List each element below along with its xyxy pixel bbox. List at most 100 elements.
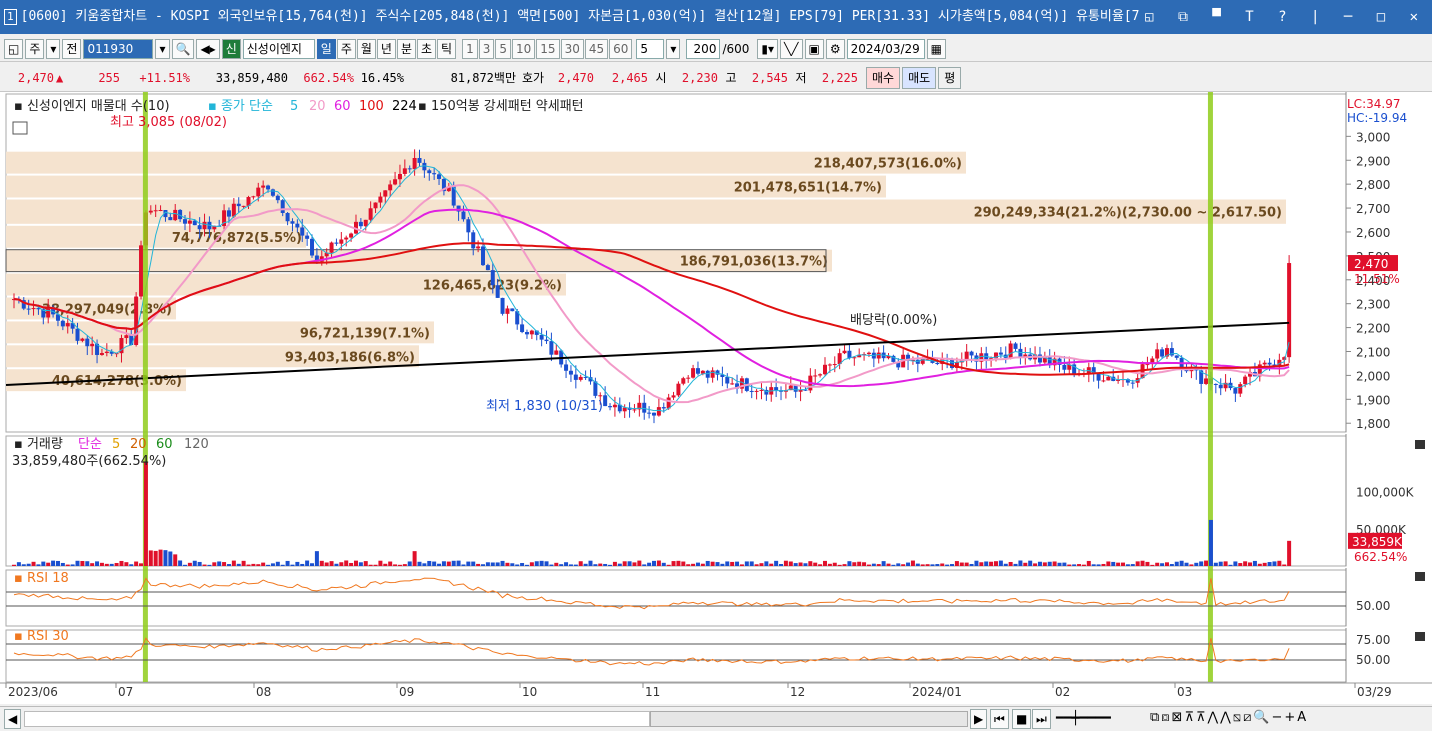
volume-bar [759, 563, 764, 566]
prev-button[interactable]: 전 [62, 38, 82, 59]
volume-bar [1145, 561, 1150, 566]
period-tab-6[interactable]: 틱 [437, 38, 457, 59]
bid-price: 2,465 [611, 70, 648, 85]
interval-dropdown-icon[interactable]: ▾ [666, 38, 681, 59]
interval-button-7[interactable]: 60 [609, 38, 633, 59]
chart-area[interactable]: 218,407,573(16.0%) 201,478,651(14.7%) 290,… [0, 92, 1432, 704]
candle-body [173, 209, 178, 221]
bottom-bar: ◀ ▶ ⏮ ■ ⏭ ━━┿━━━━ ⧉⧈⊠⊼⊼⋀⋀⧅⧄🔍−+A [0, 706, 1432, 731]
layout-icon[interactable]: ◱ [4, 38, 24, 59]
stock-code-input[interactable]: 011930 [83, 38, 154, 59]
volume-bar [1037, 561, 1042, 566]
candle-body [80, 338, 85, 341]
next-icon[interactable]: ⏭ [1032, 709, 1051, 729]
scroll-right-icon[interactable]: ▶ [970, 709, 988, 729]
ma-line-5 [13, 165, 1290, 412]
buy-button[interactable]: 매수 [866, 66, 901, 89]
period-tab-3[interactable]: 년 [376, 38, 396, 59]
period-tab-2[interactable]: 월 [356, 38, 376, 59]
candle-type-icon[interactable]: ▮▾ [757, 38, 779, 59]
volume-bar [998, 560, 1003, 566]
period-tab-1[interactable]: 주 [336, 38, 356, 59]
interval-input[interactable]: 5 [636, 38, 665, 59]
chevron-down-icon[interactable]: ▾ [46, 38, 61, 59]
volume-bar [466, 561, 471, 566]
interval-button-4[interactable]: 15 [536, 38, 560, 59]
rsi18-label: ▪ RSI 18 [14, 571, 69, 586]
candle-body [85, 338, 90, 347]
volume-bar [481, 564, 486, 566]
candle-body [373, 202, 378, 209]
volume-bar [754, 564, 759, 566]
calendar-icon[interactable]: ▦ [926, 38, 946, 59]
volume-bar [383, 563, 388, 566]
y-tick-label: 2,300 [1356, 298, 1390, 312]
tool-icons[interactable]: ⧉⧈⊠⊼⊼⋀⋀⧅⧄🔍−+A [1150, 710, 1309, 725]
volume-bar [270, 563, 275, 566]
save-icon[interactable]: ▣ [804, 38, 824, 59]
candle-body [1101, 380, 1106, 382]
candle-body [622, 407, 627, 412]
volume-bar [788, 561, 793, 566]
x-tick-label: 07 [118, 685, 133, 699]
candle-body [564, 364, 569, 371]
eval-button[interactable]: 평 [938, 66, 962, 89]
volume-bar [1013, 563, 1018, 566]
volume-bar [187, 562, 192, 566]
interval-button-5[interactable]: 30 [560, 38, 584, 59]
speaker-icon[interactable]: ◀▸ [196, 38, 220, 59]
volume-bar [1003, 563, 1008, 566]
candle-body [358, 221, 363, 227]
volume-ma-1: 20 [130, 437, 147, 452]
zoom-slider-icon[interactable]: ━━┿━━━━ [1056, 711, 1111, 726]
candle-body [90, 343, 95, 347]
candle-body [847, 350, 852, 358]
volume-bar [1028, 560, 1033, 566]
scrollbar-thumb[interactable] [650, 711, 968, 727]
chart-svg[interactable]: 218,407,573(16.0%) 201,478,651(14.7%) 290,… [0, 92, 1432, 704]
interval-button-6[interactable]: 45 [584, 38, 609, 59]
period-tab-4[interactable]: 분 [396, 38, 416, 59]
volume-bar [358, 562, 363, 566]
horizontal-scrollbar[interactable] [24, 711, 650, 727]
date-input[interactable]: 2024/03/29 [846, 38, 925, 59]
first-icon[interactable]: ⏮ [990, 709, 1009, 729]
grid-icon [12, 121, 28, 135]
candle-body [793, 385, 798, 392]
interval-button-2[interactable]: 5 [495, 38, 512, 59]
window-controls[interactable]: ◱ ⧉ ▀ T ? | ─ □ ✕ [1139, 0, 1426, 34]
candle-body [632, 409, 637, 411]
candle-body [529, 330, 534, 335]
scroll-left-icon[interactable]: ◀ [4, 709, 22, 729]
volume-bar [803, 563, 808, 566]
period-tab-5[interactable]: 초 [417, 38, 437, 59]
sell-button[interactable]: 매도 [902, 66, 937, 89]
stop-icon[interactable]: ■ [1012, 709, 1032, 729]
volume-bar [251, 563, 256, 566]
period-tab-0[interactable]: 일 [316, 38, 336, 59]
interval-button-1[interactable]: 3 [478, 38, 495, 59]
interval-button-3[interactable]: 10 [512, 38, 536, 59]
candle-body [231, 203, 236, 217]
volume-bar [661, 562, 666, 566]
drawing-tool-icon[interactable]: ╲╱ [780, 38, 803, 59]
volume-bar [1033, 563, 1038, 566]
volume-bar [735, 561, 740, 566]
search-icon[interactable]: 🔍 [171, 38, 195, 59]
volume-bar [349, 562, 354, 566]
candle-body [534, 330, 539, 335]
interval-button-0[interactable]: 1 [462, 38, 478, 59]
volume-bar [632, 562, 637, 566]
candle-body [197, 225, 202, 230]
code-dropdown-icon[interactable]: ▾ [155, 38, 170, 59]
volume-bar [182, 564, 187, 566]
market-select[interactable]: 주 [25, 38, 45, 59]
volume-bar [1160, 563, 1165, 566]
gear-icon[interactable]: ⚙ [825, 38, 845, 59]
volume-bar [642, 564, 647, 566]
panel-close-icon-2 [1415, 632, 1425, 641]
count-input[interactable]: 200 [686, 38, 721, 59]
volume-bar [446, 561, 451, 566]
candle-body [549, 341, 554, 355]
volume-bar [1130, 564, 1135, 566]
